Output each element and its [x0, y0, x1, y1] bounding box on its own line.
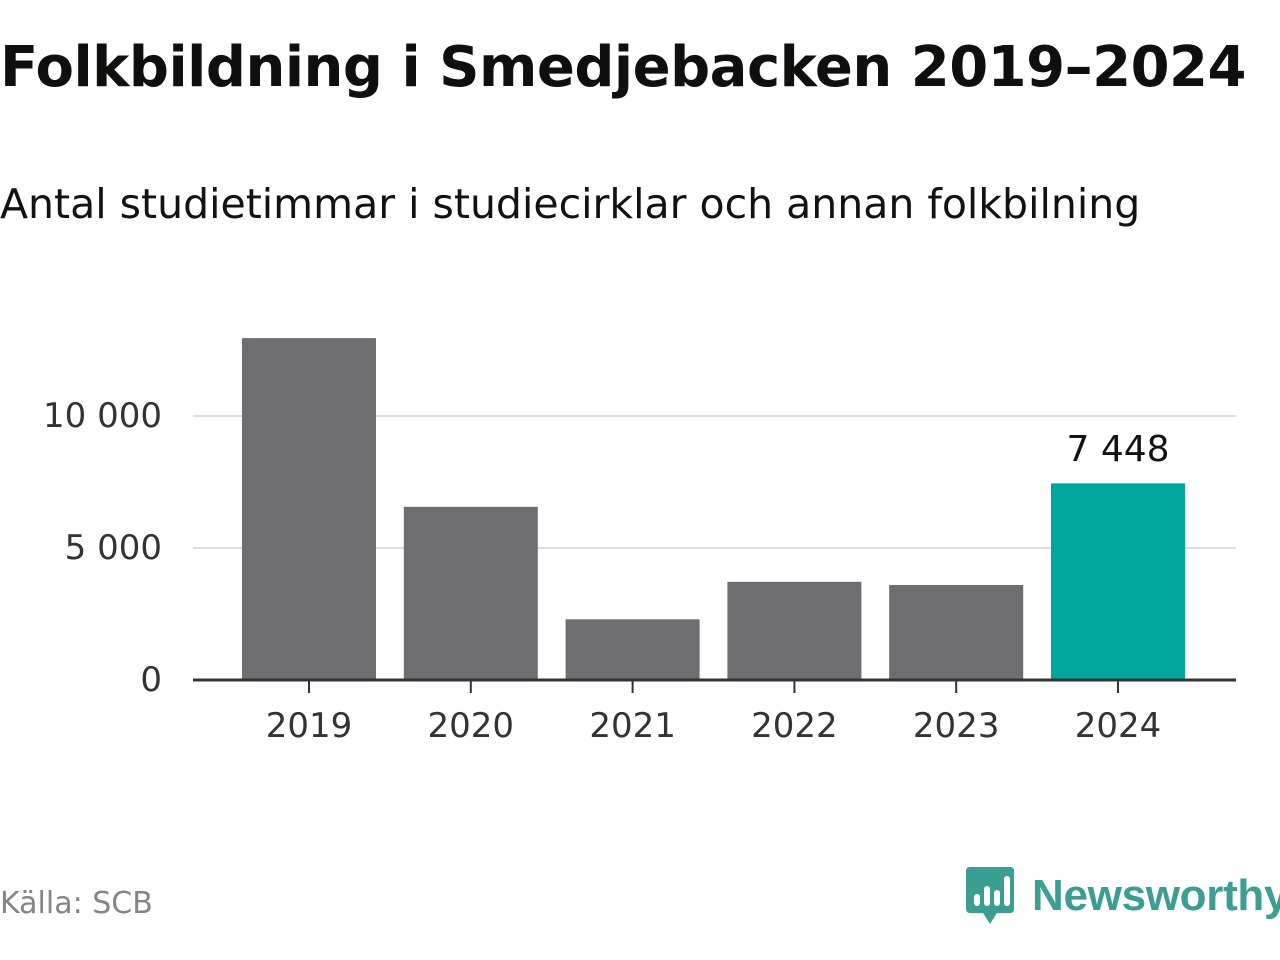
x-tick-label: 2021 [589, 706, 676, 746]
source-note: Källa: SCB [0, 886, 153, 921]
x-tick-label: 2020 [428, 706, 515, 746]
chart-title: Folkbildning i Smedjebacken 2019–2024 [0, 35, 1246, 100]
bar-2023 [889, 584, 1024, 680]
x-tick-label: 2023 [913, 706, 1000, 746]
bar-2024 [1051, 483, 1185, 680]
x-tick-label: 2019 [266, 706, 353, 746]
x-tick-label: 2024 [1075, 706, 1162, 746]
chart-subtitle: Antal studietimmar i studiecirklar och a… [0, 180, 1141, 228]
newsworthy-logo: Newsworthy [964, 865, 1280, 927]
bar-2021 [565, 619, 700, 680]
bar-2022 [727, 581, 862, 680]
newsworthy-logo-text: Newsworthy [1032, 871, 1280, 920]
data-labels: 7 448 [1066, 429, 1169, 470]
data-label-2024: 7 448 [1066, 429, 1169, 470]
newsworthy-logo-icon [966, 867, 1014, 924]
y-tick-label: 10 000 [43, 396, 162, 436]
y-axis-labels: 0 5 000 10 000 [43, 396, 162, 700]
bar-2020 [403, 506, 538, 680]
y-tick-label: 0 [140, 660, 162, 700]
x-tick-label: 2022 [751, 706, 838, 746]
x-axis [193, 678, 1236, 693]
y-tick-label: 5 000 [65, 528, 162, 568]
bars [242, 338, 1185, 680]
bar-2019 [242, 338, 376, 680]
x-axis-labels: 2019 2020 2021 2022 2023 2024 [266, 706, 1162, 746]
